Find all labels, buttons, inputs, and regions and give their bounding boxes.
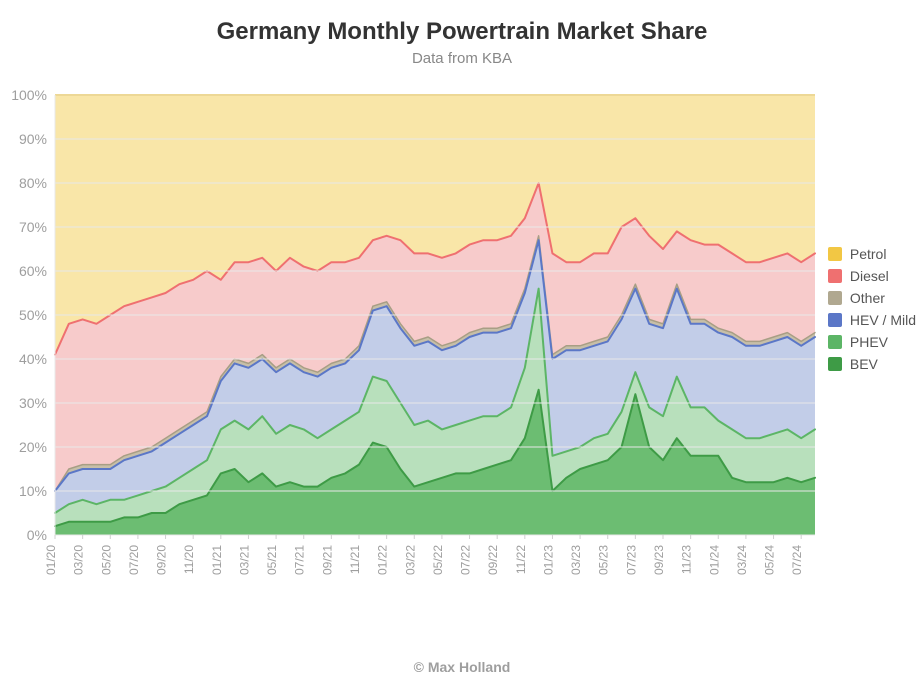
y-tick-label: 90% [19,131,47,147]
chart-title: Germany Monthly Powertrain Market Share [0,0,924,46]
legend-item: HEV / Mild [828,312,916,328]
legend-swatch [828,313,842,327]
x-tick-label: 05/20 [99,545,113,575]
legend-label: Petrol [850,246,887,262]
x-tick-label: 05/21 [265,545,279,575]
legend-item: Other [828,290,916,306]
x-tick-label: 09/23 [652,545,666,575]
plot-area: 0%10%20%30%40%50%60%70%80%90%100% 01/200… [55,95,815,585]
chart-credit: © Max Holland [0,659,924,675]
legend-swatch [828,269,842,283]
y-tick-label: 100% [11,87,47,103]
y-tick-label: 60% [19,263,47,279]
x-tick-label: 05/24 [763,545,777,575]
legend-swatch [828,247,842,261]
legend-swatch [828,335,842,349]
legend-item: Petrol [828,246,916,262]
x-tick-label: 11/20 [182,545,196,574]
legend-item: PHEV [828,334,916,350]
x-tick-label: 03/23 [569,545,583,575]
x-tick-label: 09/20 [155,545,169,575]
x-tick-label: 03/20 [72,545,86,575]
x-tick-label: 05/23 [597,545,611,575]
x-tick-label: 07/21 [293,545,307,575]
x-tick-label: 01/21 [210,545,224,575]
x-tick-label: 11/23 [680,545,694,574]
x-tick-label: 01/23 [541,545,555,575]
legend-label: BEV [850,356,878,372]
y-tick-label: 20% [19,439,47,455]
y-tick-label: 30% [19,395,47,411]
y-tick-label: 50% [19,307,47,323]
y-tick-label: 70% [19,219,47,235]
chart-container: Germany Monthly Powertrain Market Share … [0,0,924,687]
x-tick-label: 07/22 [459,545,473,575]
legend-label: Other [850,290,885,306]
x-tick-label: 11/22 [514,545,528,574]
x-tick-label: 07/24 [790,545,804,575]
legend: Petrol Diesel Other HEV / Mild PHEV BEV [828,240,916,378]
x-tick-label: 01/20 [44,545,58,575]
legend-item: BEV [828,356,916,372]
x-tick-label: 09/21 [320,545,334,575]
legend-label: Diesel [850,268,889,284]
y-tick-label: 40% [19,351,47,367]
x-tick-label: 03/24 [735,545,749,575]
y-tick-label: 0% [27,527,47,543]
legend-label: HEV / Mild [850,312,916,328]
x-tick-label: 07/20 [127,545,141,575]
x-tick-label: 01/24 [707,545,721,575]
legend-swatch [828,357,842,371]
chart-subtitle: Data from KBA [0,50,924,67]
legend-item: Diesel [828,268,916,284]
x-tick-label: 07/23 [624,545,638,575]
x-tick-label: 11/21 [348,545,362,574]
y-tick-label: 10% [19,483,47,499]
x-tick-label: 03/21 [237,545,251,575]
x-tick-label: 05/22 [431,545,445,575]
x-tick-label: 01/22 [376,545,390,575]
x-tick-label: 03/22 [403,545,417,575]
legend-swatch [828,291,842,305]
y-tick-label: 80% [19,175,47,191]
legend-label: PHEV [850,334,888,350]
x-tick-label: 09/22 [486,545,500,575]
